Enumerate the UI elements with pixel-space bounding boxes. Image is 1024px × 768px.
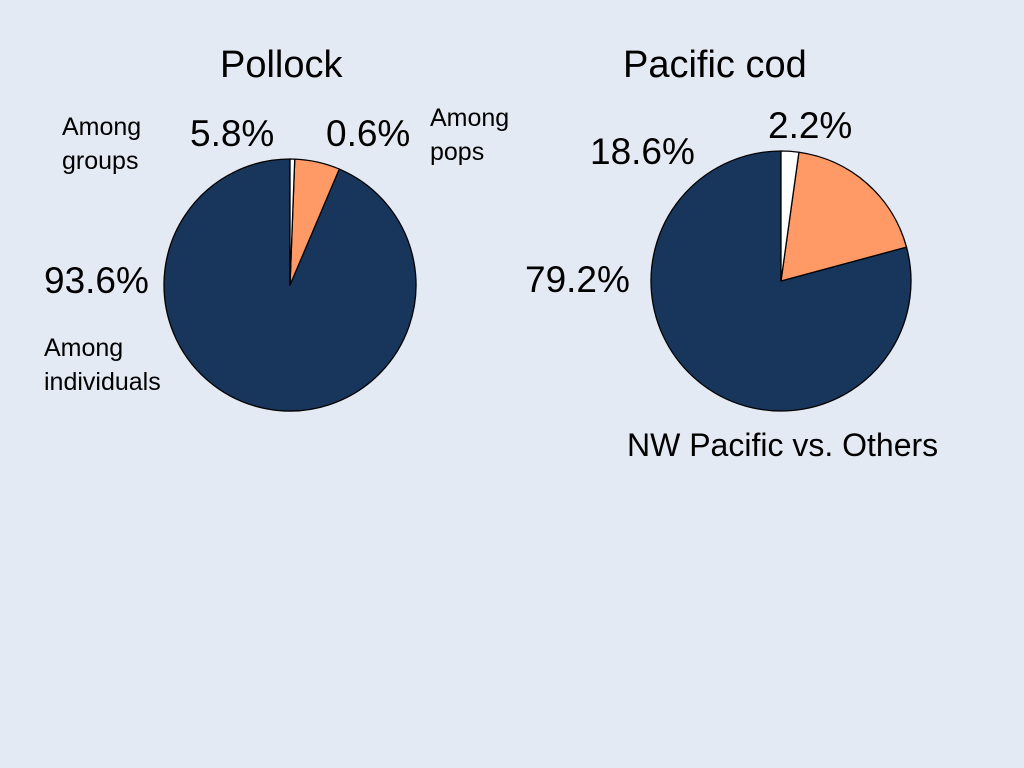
pollock-slice-pops <box>289 158 296 286</box>
cod-large-pct: 79.2% <box>525 259 630 300</box>
cod-small-pct: 2.2% <box>768 105 853 146</box>
cod-slice-small <box>780 150 800 282</box>
among-pops-label: Among pops <box>430 101 509 169</box>
among-individuals-line1: Among <box>44 334 124 362</box>
pollock-individuals-pct: 93.6% <box>44 260 149 301</box>
among-groups-label: Among groups <box>62 110 141 178</box>
pacific-cod-subtitle: NW Pacific vs. Others <box>627 427 939 463</box>
pollock-groups-pct: 5.8% <box>190 113 275 154</box>
pollock-title: Pollock <box>220 44 343 86</box>
among-individuals-line2: individuals <box>44 368 161 396</box>
among-pops-line2: pops <box>430 138 485 166</box>
cod-mid-pct: 18.6% <box>590 131 695 172</box>
pollock-pie <box>163 158 417 412</box>
pacific-cod-pie <box>650 150 912 412</box>
cod-slice-mid <box>780 151 908 282</box>
among-groups-line1: Among <box>62 113 142 141</box>
among-pops-line1: Among <box>430 104 510 132</box>
among-groups-line2: groups <box>62 147 139 175</box>
among-individuals-label: Among individuals <box>44 331 161 399</box>
pollock-pops-pct: 0.6% <box>326 113 411 154</box>
pacific-cod-title: Pacific cod <box>623 44 807 86</box>
